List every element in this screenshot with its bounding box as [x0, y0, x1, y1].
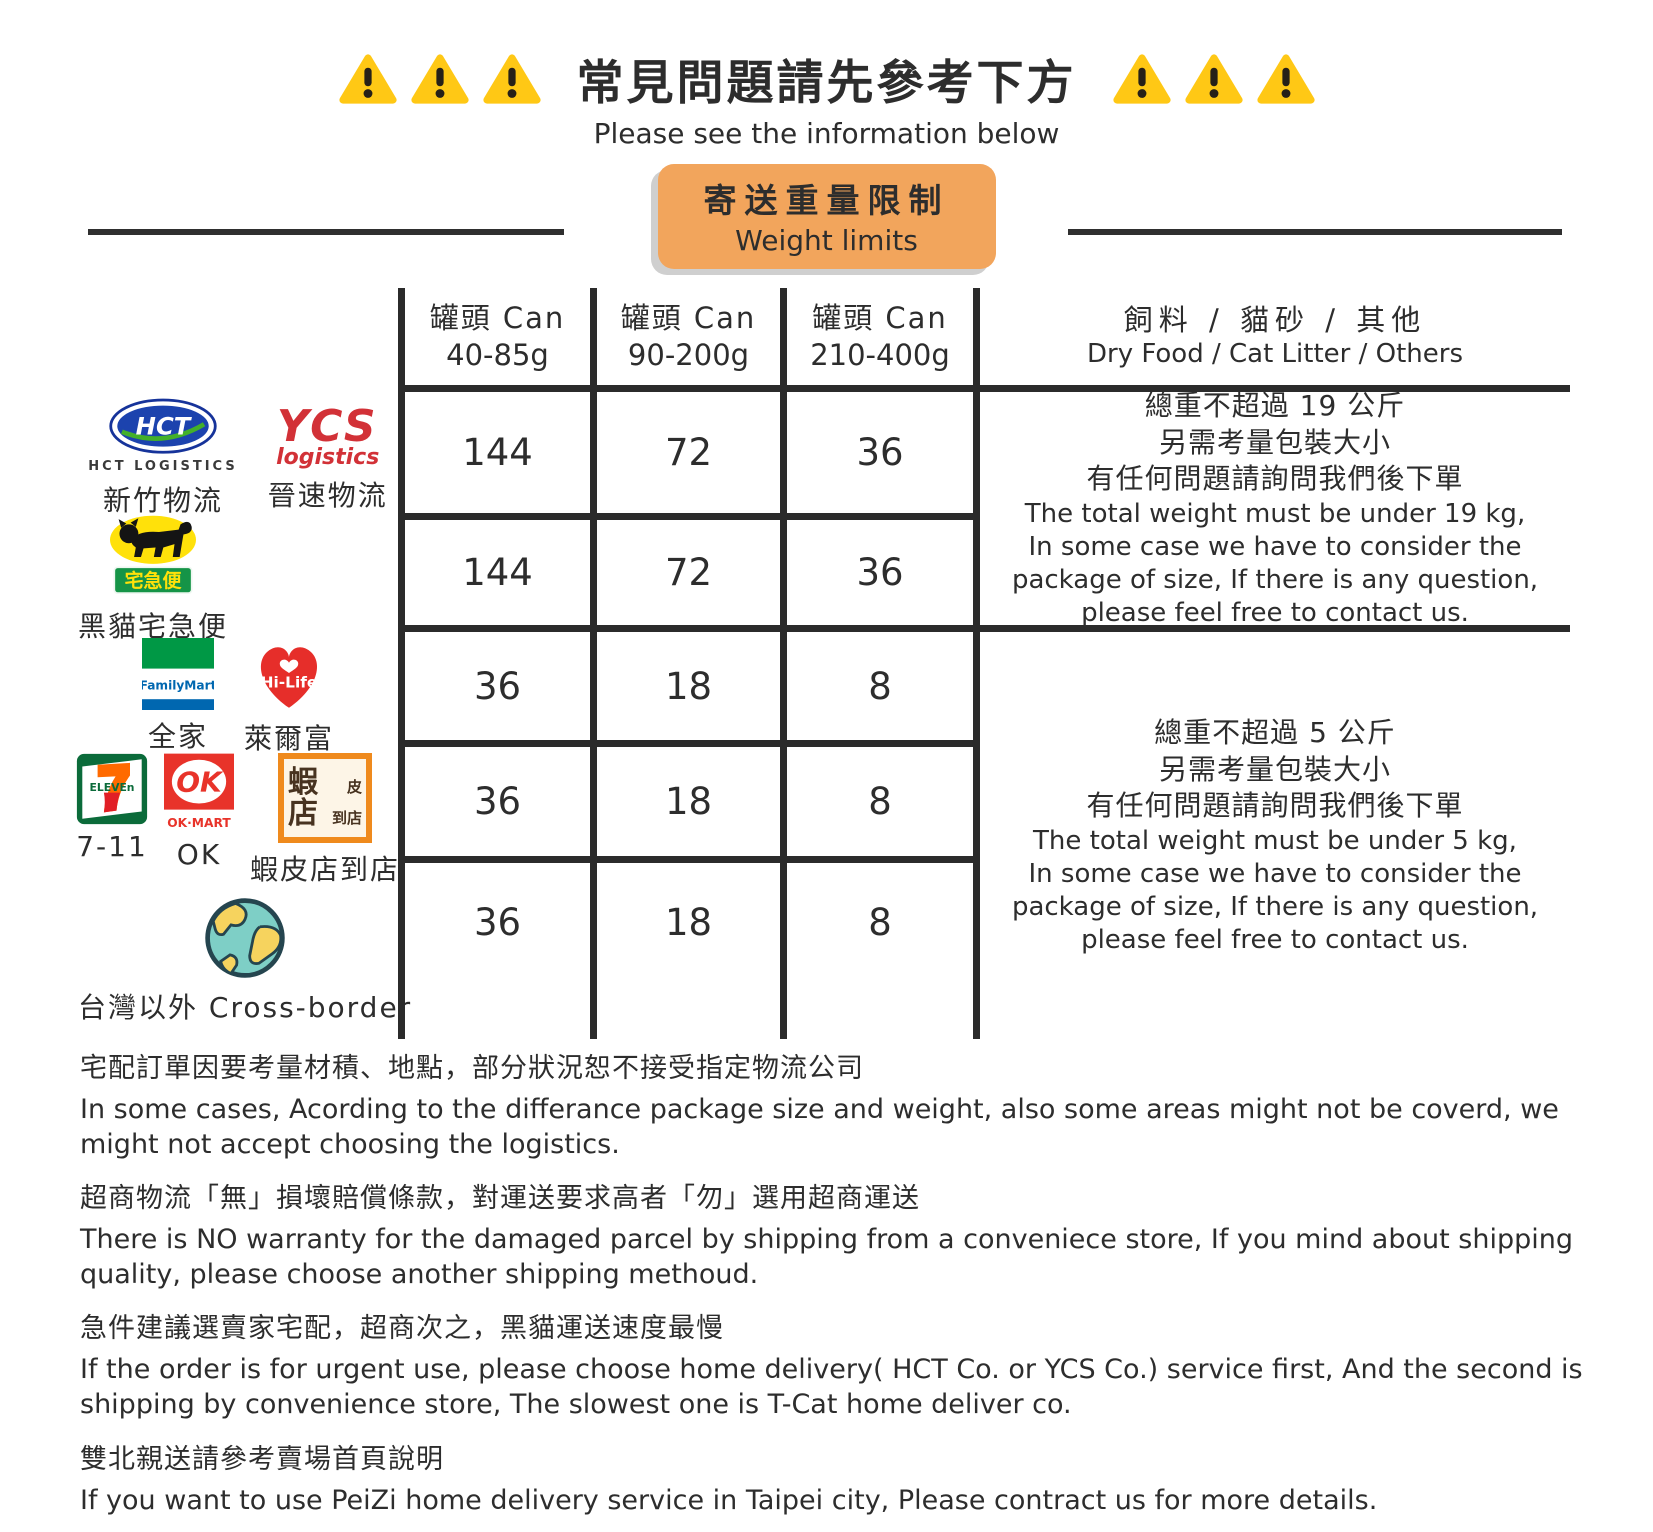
page-header: 常見問題請先參考下方 Please see the information be…: [0, 44, 1653, 150]
carrier-ok-mart: OK OK·MART OK: [164, 753, 234, 871]
hct-logo-icon: HCT: [109, 398, 217, 454]
svg-text:HCT: HCT: [136, 412, 193, 441]
carrier-label: 黑貓宅急便: [78, 609, 229, 643]
value-cell: 36: [398, 863, 590, 1039]
value-cell: 144: [398, 392, 590, 520]
badge-title-en: Weight limits: [735, 224, 918, 257]
value-cell: 8: [780, 632, 973, 747]
note-logistics-choice: 宅配訂單因要考量材積、地點，部分狀況恕不接受指定物流公司 In some cas…: [80, 1053, 1559, 1161]
value-cell: 8: [780, 863, 973, 1039]
warning-icon: [1112, 53, 1171, 104]
column-header-others: 飼料 / 貓砂 / 其他 Dry Food / Cat Litter / Oth…: [973, 288, 1570, 392]
svg-text:ELEVEn: ELEVEn: [90, 781, 135, 794]
footnotes: 宅配訂單因要考量材積、地點，部分狀況恕不接受指定物流公司 In some cas…: [80, 1046, 1588, 1532]
value-cell: 36: [398, 747, 590, 863]
carrier-cell-cvs: ELEVEn 7-11 OK OK·MART OK 蝦皮 店到店 蝦皮店到店: [76, 747, 398, 886]
note-urgent-orders: 急件建議選賣家宅配，超商次之，黑貓運送速度最慢 If the order is …: [80, 1313, 1583, 1421]
value-cell: 72: [590, 392, 780, 520]
carrier-label: 台灣以外 Cross-border: [78, 990, 413, 1024]
carrier-ycs: YCS logistics 晉速物流: [268, 398, 388, 514]
carrier-cell-home-delivery: HCT HCT LOGISTICS 新竹物流 YCS logistics 晉速物…: [78, 392, 398, 520]
value-cell: 36: [780, 392, 973, 520]
header-empty-cell: [78, 288, 398, 392]
seven-eleven-logo-icon: ELEVEn: [76, 753, 148, 825]
carrier-label: OK: [176, 838, 222, 871]
value-cell: 36: [398, 632, 590, 747]
divider-line-right: [1068, 229, 1562, 235]
value-cell: 18: [590, 632, 780, 747]
warning-icon: [1256, 53, 1315, 104]
warning-icon: [1184, 53, 1243, 104]
svg-text:宅急便: 宅急便: [125, 569, 183, 592]
value-cell: 72: [590, 520, 780, 632]
carrier-label: 晉速物流: [267, 478, 388, 512]
carrier-label: 全家: [147, 720, 208, 753]
column-header-can-small: 罐頭 Can 40-85g: [398, 288, 590, 392]
weight-info-convenience-store: 總重不超過 5 公斤 另需考量包裝大小 有任何問題請詢問我們後下單 The to…: [973, 632, 1570, 1039]
ycs-logo-icon: YCS logistics: [276, 401, 380, 470]
column-header-can-large: 罐頭 Can 210-400g: [780, 288, 973, 392]
note-taipei-delivery: 雙北親送請參考賣場首頁說明 If you want to use PeiZi h…: [80, 1443, 1378, 1516]
tcat-logo-icon: 宅急便: [110, 515, 196, 594]
column-header-can-medium: 罐頭 Can 90-200g: [590, 288, 780, 392]
divider-line-left: [88, 229, 564, 235]
familymart-logo-icon: FamilyMart: [141, 638, 214, 710]
warning-icon: [482, 53, 541, 104]
svg-text:OK·MART: OK·MART: [167, 816, 231, 830]
hct-logo-caption: HCT LOGISTICS: [88, 459, 238, 474]
carrier-seven-eleven: ELEVEn 7-11: [76, 753, 148, 863]
weight-limit-table: 罐頭 Can 40-85g 罐頭 Can 90-200g 罐頭 Can 210-…: [76, 288, 1570, 1039]
carrier-hilife: Hi-Life 萊爾富: [244, 638, 334, 757]
carrier-hct: HCT HCT LOGISTICS 新竹物流: [88, 398, 237, 519]
carrier-label: 新竹物流: [102, 484, 223, 517]
value-cell: 144: [398, 520, 590, 632]
page-subtitle: Please see the information below: [593, 117, 1060, 150]
warning-icon: [410, 53, 469, 104]
svg-text:OK: OK: [176, 765, 224, 798]
carrier-cell-tcat: 宅急便 黑貓宅急便: [78, 515, 398, 643]
shopee-store-logo-icon: 蝦皮 店到店: [278, 753, 372, 843]
carrier-label: 萊爾富: [243, 722, 334, 755]
hilife-logo-icon: Hi-Life: [261, 647, 318, 708]
carrier-shopee-store: 蝦皮 店到店 蝦皮店到店: [250, 753, 400, 888]
svg-text:Hi-Life: Hi-Life: [261, 673, 318, 691]
weight-limit-badge: 寄送重量限制 Weight limits: [657, 164, 996, 269]
carrier-label: 7-11: [76, 830, 148, 863]
carrier-familymart: FamilyMart 全家: [141, 638, 214, 755]
value-cell: 18: [590, 747, 780, 863]
carrier-cell-fm-hilife: FamilyMart 全家 Hi-Life 萊爾富: [78, 632, 398, 755]
badge-title-zh: 寄送重量限制: [703, 181, 950, 220]
weight-info-home-delivery: 總重不超過 19 公斤 另需考量包裝大小 有任何問題請詢問我們後下單 The t…: [973, 389, 1570, 632]
value-cell: 18: [590, 863, 780, 1039]
value-cell: 8: [780, 747, 973, 863]
note-no-warranty: 超商物流「無」損壞賠償條款，對運送要求高者「勿」選用超商運送 There is …: [80, 1183, 1573, 1291]
carrier-cross-border: 台灣以外 Cross-border: [78, 895, 412, 1026]
ok-mart-logo-icon: OK OK·MART: [164, 753, 234, 830]
warning-icon: [338, 53, 397, 104]
globe-icon: [205, 897, 285, 978]
title-row: 常見問題請先參考下方: [0, 44, 1653, 113]
page-title: 常見問題請先參考下方: [576, 56, 1077, 111]
carrier-tcat: 宅急便 黑貓宅急便: [78, 514, 228, 645]
value-cell: 36: [780, 520, 973, 632]
svg-text:FamilyMart: FamilyMart: [142, 678, 214, 692]
carrier-label: 蝦皮店到店: [250, 853, 401, 886]
carrier-cell-cross-border: 台灣以外 Cross-border: [78, 863, 410, 1039]
